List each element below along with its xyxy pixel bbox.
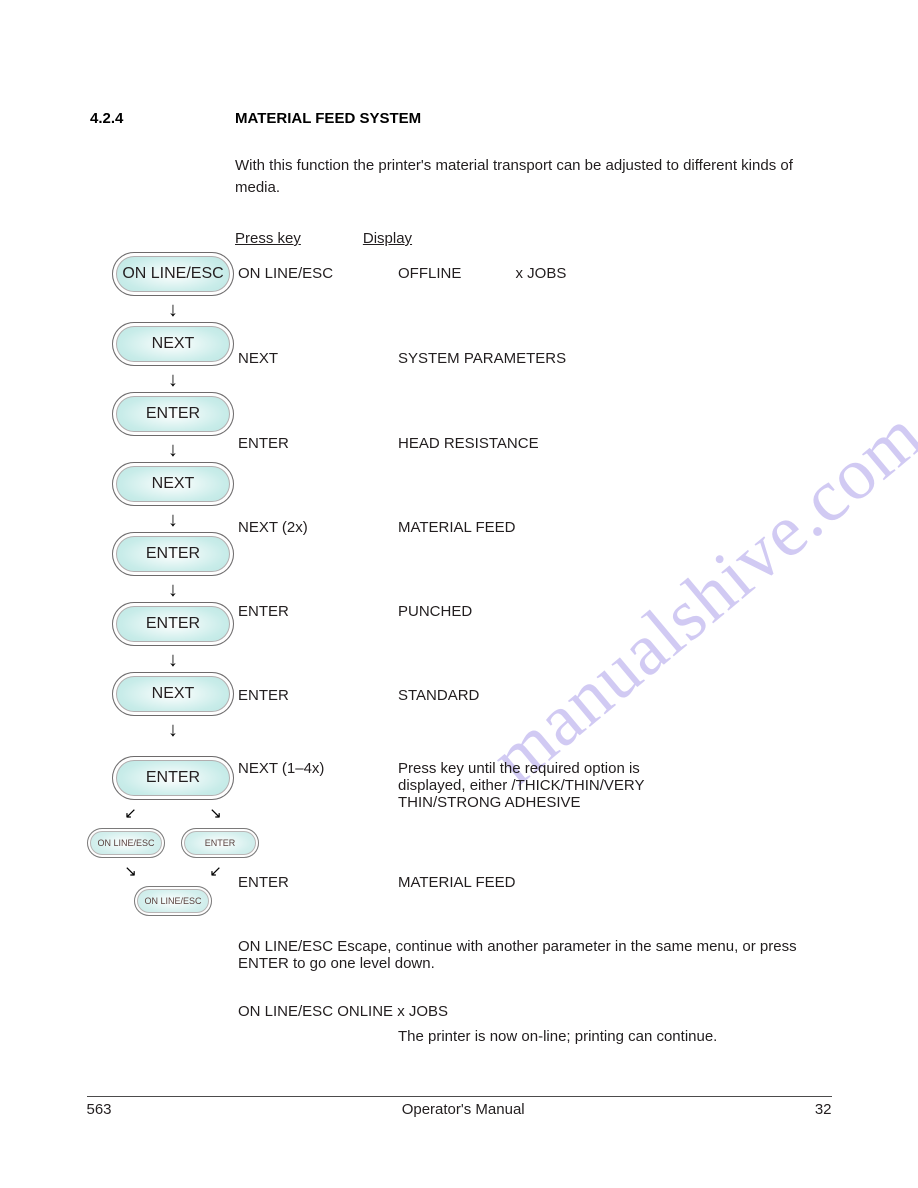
arrow-down-icon: ↓ — [168, 580, 178, 600]
step-display: OFFLINE x JOBS — [398, 265, 678, 282]
pill-enter: ENTER — [112, 602, 234, 646]
final-note: The printer is now on-line; printing can… — [238, 1028, 818, 1045]
step-row: NEXT SYSTEM PARAMETERS — [238, 350, 818, 367]
step-row: ENTER HEAD RESISTANCE — [238, 435, 818, 452]
pill-enter-small: ENTER — [181, 828, 259, 858]
arrow-down-icon: ↓ — [168, 510, 178, 530]
step-row: NEXT (2x) MATERIAL FEED — [238, 519, 818, 536]
pill-enter: ENTER — [112, 392, 234, 436]
split-row-text: ON LINE/ESC Escape, continue with anothe… — [238, 938, 818, 972]
step-row: ENTER PUNCHED — [238, 603, 818, 620]
table-header: Press key Display — [235, 230, 412, 247]
arrow-down-icon: ↓ — [168, 440, 178, 460]
arrow-down-left-icon: ↙ — [124, 804, 137, 822]
step-key: ENTER — [238, 687, 398, 704]
pill-next: NEXT — [112, 322, 234, 366]
step-display: ONLINE x JOBS — [337, 1003, 448, 1020]
pill-online-esc-small: ON LINE/ESC — [134, 886, 212, 916]
flow-column: ON LINE/ESC ↓ NEXT ↓ ENTER ↓ NEXT ↓ ENTE… — [88, 252, 258, 916]
step-row: ENTER STANDARD — [238, 687, 818, 704]
step-display: STANDARD — [398, 687, 678, 704]
pill-next: NEXT — [112, 672, 234, 716]
merge-arrows: ↘ ↙ — [88, 862, 258, 880]
step-key: NEXT — [238, 350, 398, 367]
footer-rule — [87, 1096, 832, 1097]
arrow-down-icon: ↓ — [168, 720, 178, 740]
pill-online-esc: ON LINE/ESC — [112, 252, 234, 296]
section-number: 4.2.4 — [90, 110, 123, 127]
arrow-down-right-icon: ↘ — [209, 804, 222, 822]
pill-enter: ENTER — [112, 756, 234, 800]
step-row: ON LINE/ESC OFFLINE x JOBS — [238, 265, 818, 282]
step-key: ON LINE/ESC — [238, 938, 333, 955]
footer-left: 563 — [87, 1101, 112, 1118]
step-display: PUNCHED — [398, 603, 678, 620]
step-key: ON LINE/ESC — [238, 1003, 333, 1020]
step-note: The printer is now on-line; printing can… — [398, 1028, 717, 1045]
page-footer: 563 Operator's Manual 32 — [0, 1096, 918, 1118]
arrow-down-icon: ↓ — [168, 650, 178, 670]
step-key: NEXT (1–4x) — [238, 760, 398, 811]
step-display: SYSTEM PARAMETERS — [398, 350, 678, 367]
arrow-down-icon: ↓ — [168, 370, 178, 390]
watermark: manualshive.com — [475, 393, 918, 802]
arrow-down-left-icon: ↙ — [209, 862, 222, 880]
col-header-key: Press key — [235, 230, 301, 247]
footer-center: Operator's Manual — [402, 1101, 525, 1118]
step-key: ENTER — [238, 603, 398, 620]
step-display: Press key until the required option is d… — [398, 760, 678, 811]
pill-online-esc-small: ON LINE/ESC — [87, 828, 165, 858]
arrow-down-right-icon: ↘ — [124, 862, 137, 880]
step-key: NEXT (2x) — [238, 519, 398, 536]
section-title: MATERIAL FEED SYSTEM — [235, 110, 421, 127]
step-row: NEXT (1–4x) Press key until the required… — [238, 760, 818, 811]
footer-right: 32 — [815, 1101, 832, 1118]
pill-enter: ENTER — [112, 532, 234, 576]
col-header-display: Display — [363, 230, 412, 247]
split-arrows: ↙ ↘ — [88, 804, 258, 822]
step-key: ON LINE/ESC — [238, 265, 398, 282]
step-display: MATERIAL FEED — [398, 519, 678, 536]
pill-next: NEXT — [112, 462, 234, 506]
step-key: ENTER — [238, 874, 398, 891]
step-row: ENTER MATERIAL FEED — [238, 874, 818, 891]
intro-paragraph: With this function the printer's materia… — [235, 155, 818, 199]
arrow-down-icon: ↓ — [168, 300, 178, 320]
step-display: MATERIAL FEED — [398, 874, 678, 891]
step-key: ENTER — [238, 435, 398, 452]
final-row-text: ON LINE/ESC ONLINE x JOBS — [238, 1003, 818, 1020]
split-pill-row: ON LINE/ESC ENTER — [87, 828, 259, 858]
step-display: HEAD RESISTANCE — [398, 435, 678, 452]
